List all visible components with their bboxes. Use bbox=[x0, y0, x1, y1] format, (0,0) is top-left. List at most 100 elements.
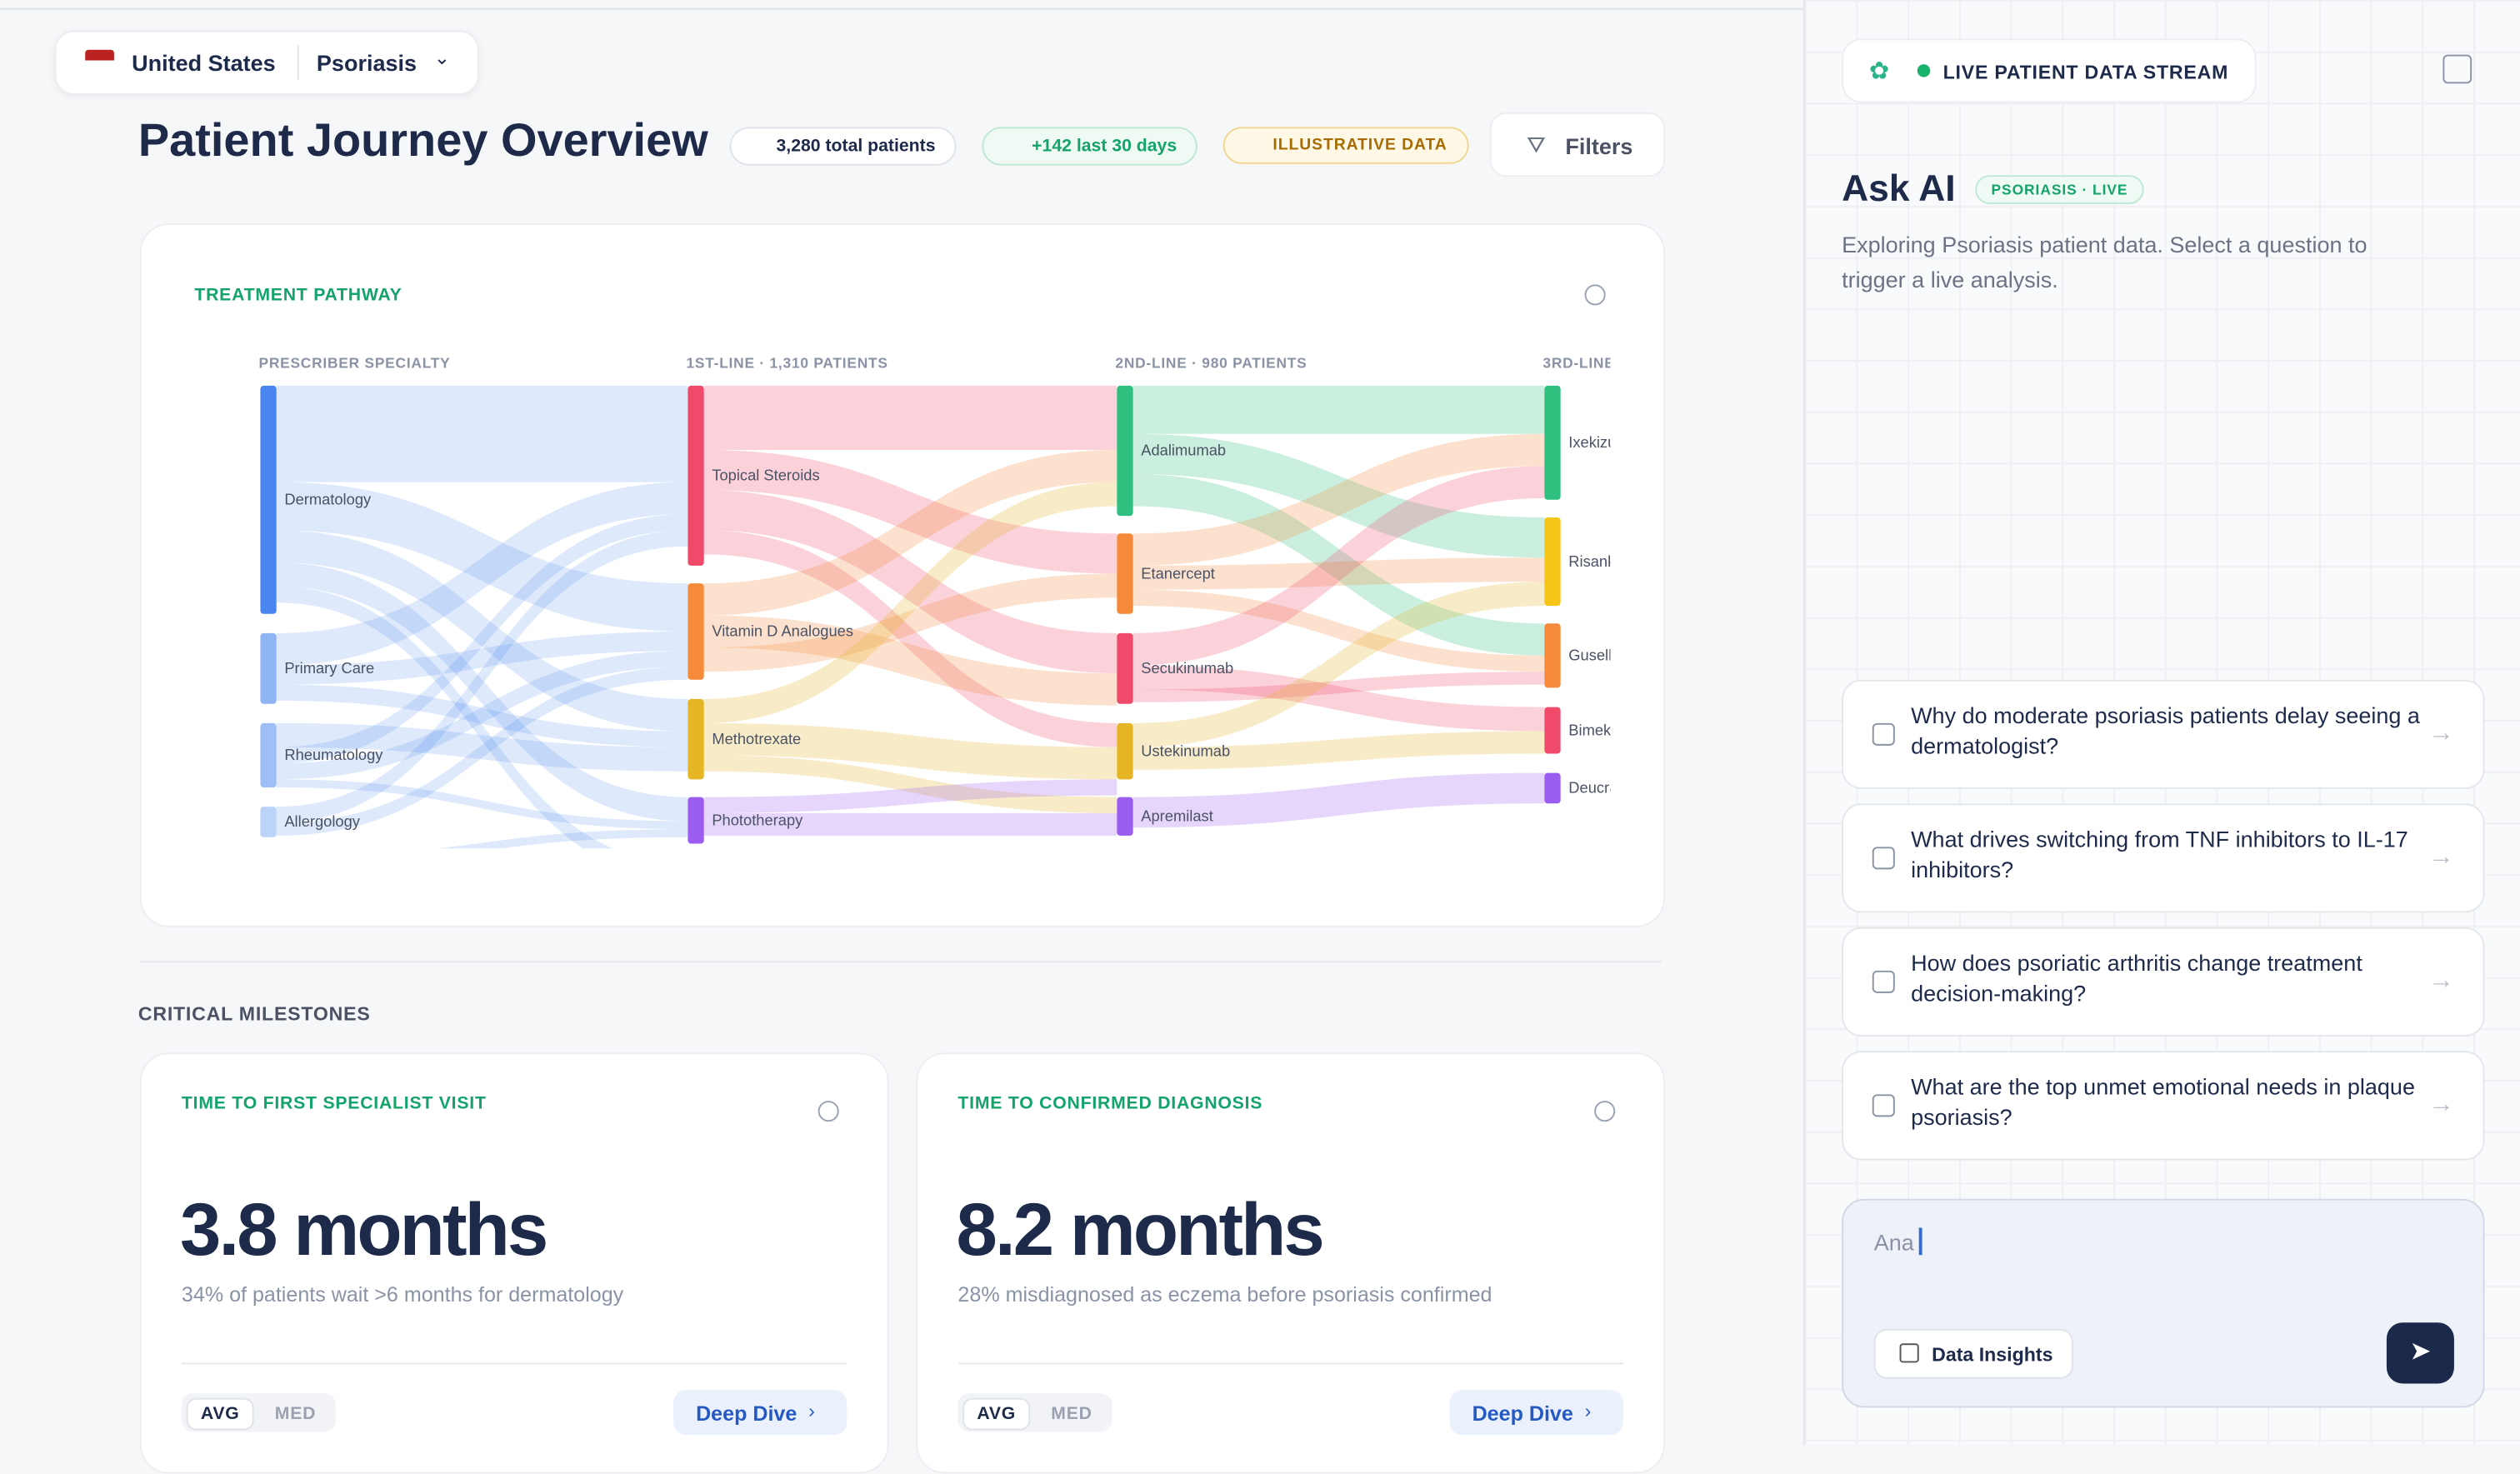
flow bbox=[1132, 589, 1545, 672]
flow bbox=[437, 829, 688, 849]
insights-button[interactable]: Data Insights bbox=[1873, 1328, 2073, 1379]
badge: PSORIASIS · LIVE bbox=[1975, 175, 2144, 204]
flow bbox=[703, 812, 1118, 836]
node bbox=[1544, 385, 1561, 500]
node-label: Risankizumab bbox=[1568, 552, 1664, 570]
info-icon[interactable] bbox=[1594, 1101, 1616, 1122]
flow bbox=[1132, 557, 1545, 590]
stage-label: 3RD-LINE bbox=[1542, 355, 1614, 372]
stage-label: PRESCRIBER SPECIALTY bbox=[258, 355, 450, 372]
flow bbox=[277, 865, 688, 887]
condition[interactable]: Psoriasis bbox=[316, 49, 418, 76]
question-text[interactable]: What are the top unmet emotional needs i… bbox=[1911, 1073, 2415, 1130]
flow bbox=[703, 615, 1118, 706]
node bbox=[1117, 722, 1133, 780]
stage-label: 1ST-LINE · 1,310 PATIENTS bbox=[686, 355, 888, 372]
flow bbox=[703, 482, 1118, 723]
node bbox=[1117, 533, 1133, 614]
input-text[interactable]: Ana bbox=[1873, 1229, 1914, 1256]
page-title: Patient Journey Overview bbox=[138, 115, 708, 167]
flow bbox=[276, 482, 688, 666]
stage-label: 2ND-LINE · 980 PATIENTS bbox=[1115, 355, 1307, 372]
toggle-option[interactable]: AVG bbox=[962, 1397, 1031, 1431]
question-text[interactable]: Why do moderate psoriasis patients delay… bbox=[1911, 702, 2420, 759]
info-icon[interactable] bbox=[818, 1101, 839, 1122]
flow bbox=[276, 482, 688, 632]
suggested-question[interactable]: Why do moderate psoriasis patients delay… bbox=[1842, 679, 2485, 789]
flow bbox=[1132, 772, 1545, 828]
node-label: Deucravacitinib bbox=[1568, 779, 1672, 797]
node-label: Ixekizumab bbox=[1568, 433, 1646, 451]
node bbox=[1544, 623, 1561, 688]
node-label: Ustekinumab bbox=[1141, 742, 1230, 759]
metric-value: 8.2 months bbox=[956, 1187, 1324, 1272]
node bbox=[1544, 707, 1561, 754]
suggested-question[interactable]: What are the top unmet emotional needs i… bbox=[1842, 1051, 2485, 1161]
node bbox=[688, 698, 704, 780]
milestone-card: TIME TO CONFIRMED DIAGNOSIS 8.2 months 2… bbox=[916, 1052, 1665, 1474]
panel-title: Ask AI bbox=[1842, 167, 1956, 209]
top-border bbox=[0, 7, 2520, 10]
info-icon[interactable] bbox=[1584, 284, 1606, 306]
node bbox=[260, 722, 277, 787]
suggested-question[interactable]: What drives switching from TNF inhibitor… bbox=[1842, 803, 2485, 913]
toggle[interactable]: AVG MED bbox=[181, 1393, 337, 1432]
node bbox=[688, 863, 703, 900]
node-label: Allergology bbox=[284, 812, 360, 830]
toggle-option[interactable]: MED bbox=[1051, 1404, 1092, 1424]
flow bbox=[276, 385, 688, 482]
node-label: Phototherapy bbox=[712, 811, 803, 828]
flow bbox=[276, 667, 688, 836]
toggle-option[interactable]: MED bbox=[274, 1404, 317, 1424]
node bbox=[688, 797, 704, 844]
metric-note: 28% misdiagnosed as eczema before psoria… bbox=[958, 1282, 1492, 1307]
flow bbox=[703, 449, 1118, 616]
chat-input[interactable]: Ana Data Insights ➤ bbox=[1842, 1198, 2485, 1408]
question-text[interactable]: What drives switching from TNF inhibitor… bbox=[1911, 826, 2408, 882]
send-button[interactable]: ➤ bbox=[2386, 1322, 2454, 1384]
flow bbox=[276, 631, 688, 685]
flow bbox=[1132, 433, 1545, 566]
deep-dive-button[interactable]: Deep Dive › bbox=[1449, 1390, 1623, 1436]
flow bbox=[1132, 665, 1545, 732]
card-title: TREATMENT PATHWAY bbox=[194, 286, 402, 306]
node-label: Etanercept bbox=[1141, 564, 1215, 582]
deep-dive-label[interactable]: Deep Dive bbox=[696, 1401, 798, 1426]
selector[interactable]: United States Psoriasis ⌄ bbox=[54, 30, 479, 95]
flow bbox=[1132, 466, 1545, 666]
node-label: Bimekizumab bbox=[1568, 721, 1660, 738]
insights-label[interactable]: Data Insights bbox=[1932, 1343, 2053, 1367]
node bbox=[260, 807, 277, 837]
flow bbox=[703, 530, 1118, 747]
card-title: TIME TO CONFIRMED DIAGNOSIS bbox=[958, 1094, 1263, 1114]
card-title: TIME TO FIRST SPECIALIST VISIT bbox=[181, 1094, 487, 1114]
metric-value: 3.8 months bbox=[179, 1187, 548, 1272]
deep-dive-label[interactable]: Deep Dive bbox=[1472, 1401, 1573, 1426]
node-label: Methotrexate bbox=[712, 730, 801, 747]
suggested-question[interactable]: How does psoriatic arthritis change trea… bbox=[1842, 927, 2485, 1037]
flow bbox=[1132, 433, 1545, 558]
badge: 3,280 total patients bbox=[729, 127, 957, 166]
collapse-button[interactable] bbox=[2442, 54, 2472, 84]
flow bbox=[276, 684, 688, 747]
flag bbox=[85, 49, 114, 71]
deep-dive-button[interactable]: Deep Dive › bbox=[673, 1390, 848, 1436]
stream-label: LIVE PATIENT DATA STREAM bbox=[1942, 61, 2229, 84]
flow bbox=[703, 490, 1118, 674]
node-label: Adalimumab bbox=[1141, 442, 1226, 459]
badge: ILLUSTRATIVE DATA bbox=[1222, 127, 1468, 164]
flow bbox=[1132, 385, 1545, 434]
question-text[interactable]: How does psoriatic arthritis change trea… bbox=[1911, 949, 2362, 1007]
filters-label[interactable]: Filters bbox=[1565, 133, 1633, 159]
flow bbox=[276, 722, 688, 772]
node-label: Other bbox=[284, 869, 322, 887]
node bbox=[1117, 632, 1133, 704]
node-label: Apremilast bbox=[1141, 807, 1213, 824]
country[interactable]: United States bbox=[132, 49, 276, 76]
toggle-option[interactable]: AVG bbox=[186, 1397, 254, 1431]
filters-button[interactable]: ⛛ Filters bbox=[1489, 112, 1665, 177]
flow bbox=[703, 385, 1118, 450]
node bbox=[260, 857, 276, 900]
toggle[interactable]: AVG MED bbox=[958, 1393, 1112, 1432]
